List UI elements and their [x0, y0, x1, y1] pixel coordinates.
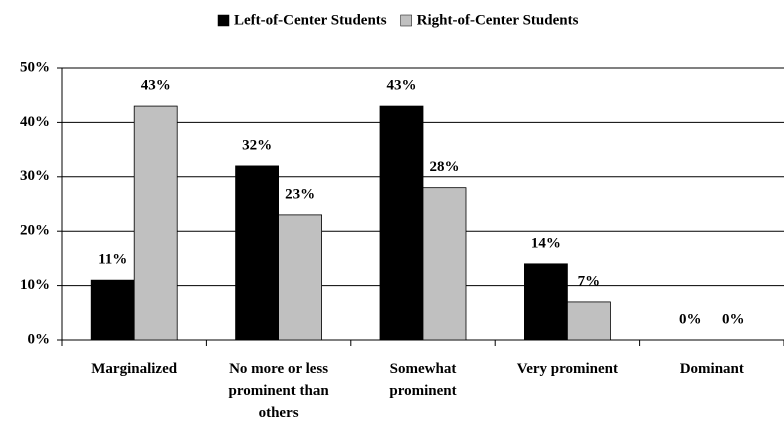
- data-label: 7%: [578, 273, 601, 289]
- data-label: 28%: [430, 159, 460, 175]
- bar: [379, 105, 424, 341]
- x-tick-label: No more or less prominent than others: [228, 361, 329, 421]
- bar: [235, 165, 280, 341]
- data-label: 11%: [98, 252, 127, 268]
- y-tick-label: 50%: [20, 59, 50, 75]
- bar: [90, 279, 135, 341]
- data-label: 43%: [387, 78, 417, 94]
- y-tick-label: 0%: [28, 331, 51, 347]
- x-tick-label: Dominant: [679, 361, 744, 377]
- x-tick-label: Somewhat prominent: [389, 361, 457, 399]
- y-tick-label: 10%: [20, 277, 50, 293]
- legend-label: Right-of-Center Students: [417, 12, 579, 28]
- legend-label: Left-of-Center Students: [234, 12, 387, 28]
- data-label: 0%: [722, 311, 745, 327]
- data-label: 43%: [141, 78, 171, 94]
- data-label: 0%: [679, 311, 702, 327]
- y-tick-label: 20%: [20, 223, 50, 239]
- bar: [278, 214, 323, 341]
- data-label: 32%: [242, 137, 272, 153]
- legend-swatch: [400, 14, 412, 27]
- y-tick-label: 30%: [20, 168, 50, 184]
- data-label: 14%: [531, 235, 561, 251]
- bar: [422, 187, 467, 341]
- bar: [133, 105, 178, 341]
- legend-swatch: [217, 14, 230, 27]
- x-tick-label: Very prominent: [516, 361, 619, 377]
- data-label: 23%: [285, 186, 315, 202]
- y-tick-label: 40%: [20, 114, 50, 130]
- bar: [567, 301, 611, 341]
- bar: [524, 263, 568, 341]
- x-tick-label: Marginalized: [91, 361, 178, 377]
